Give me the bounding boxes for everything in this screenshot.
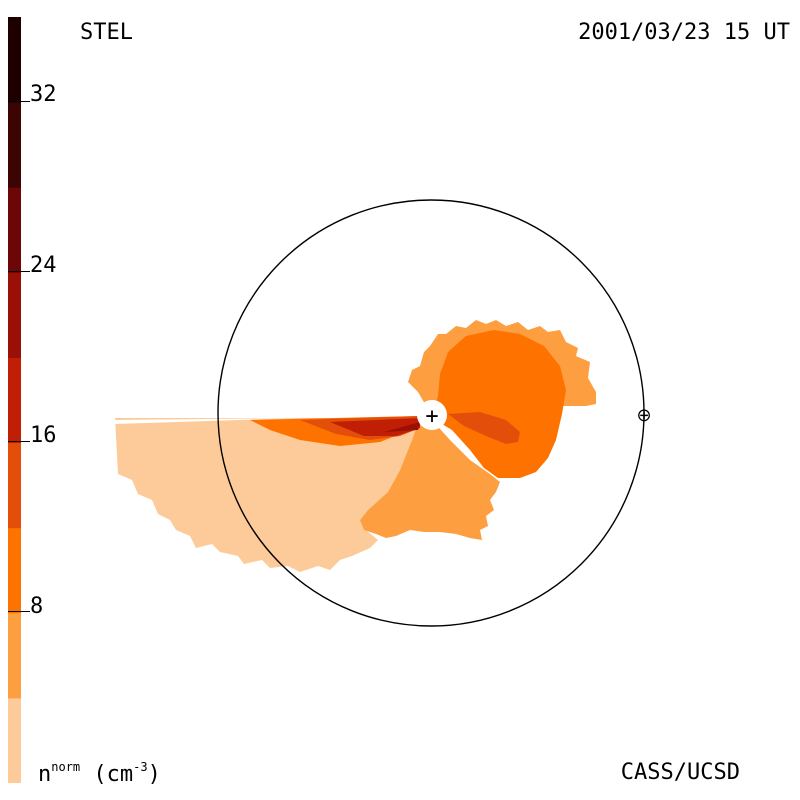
colorbar-tick-mark [8,611,30,612]
colorbar-level [8,357,21,444]
timestamp-label: 2001/03/23 15 UT [578,20,790,45]
density-region-high [330,418,420,436]
unit-label: nnorm (cm-3) [38,761,161,786]
colorbar-tick-mark [8,271,30,272]
colorbar-level [8,272,21,358]
colorbar-tick-mark [8,441,30,442]
density-region-mid [432,330,566,478]
density-region-peak [384,422,420,432]
earth-orbit-circle [217,199,645,627]
sun-disk [417,400,447,430]
density-region-mid-light-lower [360,418,500,540]
density-region-low [115,418,420,572]
colorbar-level [8,612,21,699]
unit-base: n [38,762,52,787]
colorbar-tick-label: 8 [30,594,44,619]
density-region-mid-dark [448,412,520,444]
colorbar-tick-label: 16 [30,423,57,448]
colorbar-tick-label: 32 [30,82,57,107]
colorbar-level [8,442,21,529]
sun-symbol: + [425,404,438,429]
colorbar-level [8,102,21,188]
unit-exponent: -3 [133,760,148,774]
unit-open: (cm [80,762,134,787]
colorbar-level [8,697,21,783]
wedge-gap [115,418,300,424]
earth-symbol: ⊕ [636,405,651,426]
density-color-bar [8,17,21,783]
colorbar-level [8,17,21,103]
colorbar-level [8,187,21,273]
source-label: STEL [80,20,133,45]
colorbar-level [8,527,21,614]
unit-superscript: norm [51,760,81,774]
colorbar-tick-mark [8,101,30,102]
unit-close: ) [147,762,161,787]
credit-label: CASS/UCSD [620,760,740,785]
colorbar-tick-label: 24 [30,253,57,278]
